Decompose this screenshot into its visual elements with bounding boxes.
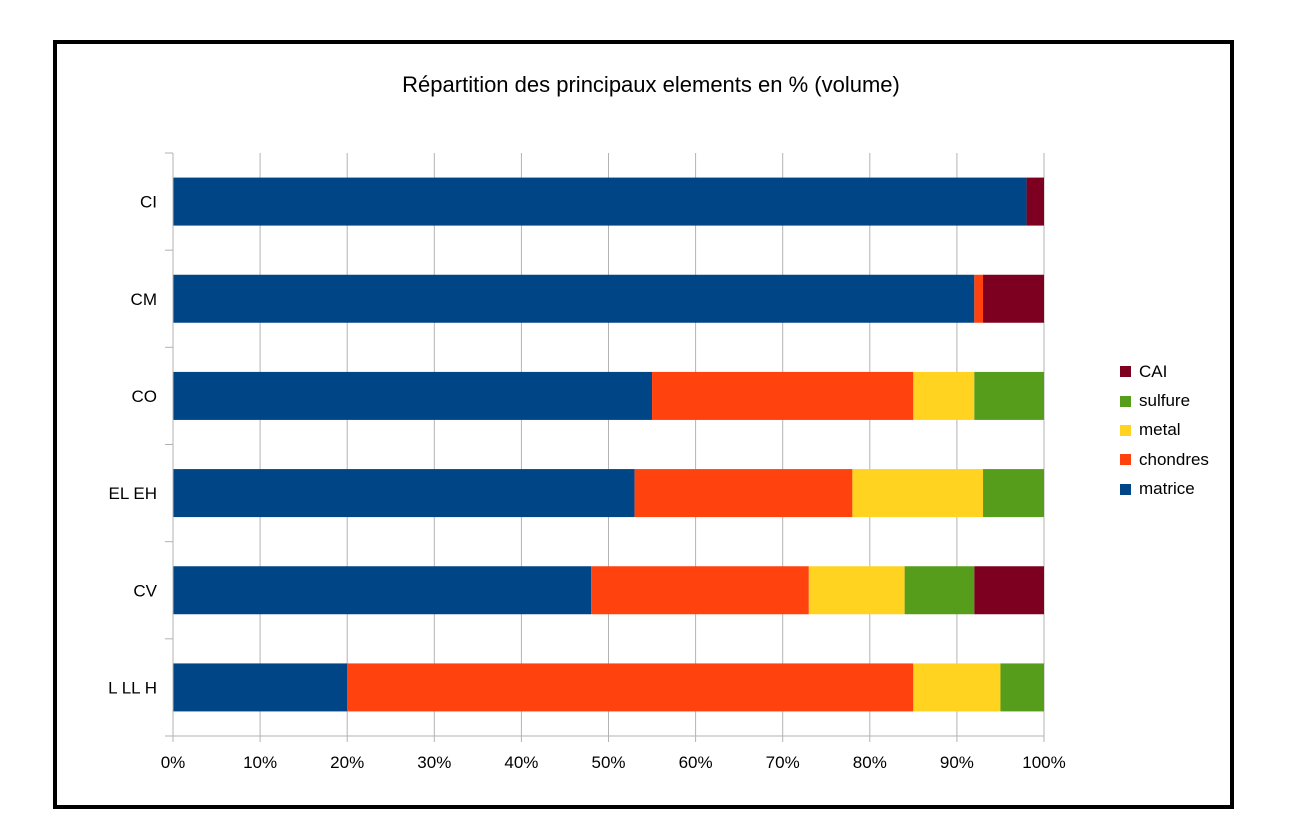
bar-segment-matrice	[173, 566, 592, 615]
x-tick-label: 0%	[161, 753, 186, 772]
axes	[165, 152, 1045, 742]
bar-segment-metal	[852, 469, 984, 518]
x-tick-label: 60%	[679, 753, 713, 772]
gridlines	[172, 153, 1045, 736]
legend-item: matrice	[1120, 475, 1209, 504]
bar-segment-sulfure	[974, 371, 1044, 420]
bar-segment-cai	[974, 566, 1044, 615]
legend-item: CAI	[1120, 357, 1209, 386]
legend-swatch	[1120, 424, 1131, 436]
bar-segment-chondres	[974, 274, 984, 323]
y-category-label: CM	[131, 290, 157, 309]
legend-label: metal	[1139, 420, 1181, 440]
bar-segment-metal	[913, 663, 1001, 712]
x-axis-labels: 0% 10% 20% 30% 40% 50% 60% 70% 80% 90% 100%	[161, 753, 1066, 772]
legend-label: chondres	[1139, 449, 1209, 469]
y-category-label: L LL H	[108, 678, 157, 697]
bar-segment-matrice	[173, 177, 1027, 226]
bar-segment-chondres	[347, 663, 914, 712]
bar-segment-sulfure	[904, 566, 975, 615]
y-category-label: CV	[133, 581, 157, 600]
bar-segment-matrice	[173, 469, 635, 518]
legend-item: chondres	[1120, 445, 1209, 474]
bar-segment-matrice	[173, 663, 348, 712]
x-tick-label: 10%	[243, 753, 277, 772]
x-tick-label: 50%	[591, 753, 625, 772]
y-category-label: CO	[132, 387, 158, 406]
x-tick-label: 100%	[1022, 753, 1065, 772]
x-tick-label: 40%	[504, 753, 538, 772]
bars	[173, 177, 1044, 712]
legend-swatch	[1120, 454, 1131, 466]
bar-segment-sulfure	[1000, 663, 1044, 712]
legend-label: CAI	[1139, 361, 1168, 381]
y-category-label: EL EH	[108, 484, 157, 503]
legend: CAI sulfure metal chondres matrice	[1120, 357, 1209, 504]
x-tick-label: 20%	[330, 753, 364, 772]
bar-segment-metal	[808, 566, 905, 615]
x-tick-label: 80%	[853, 753, 887, 772]
bar-segment-cai	[1026, 177, 1044, 226]
legend-swatch	[1120, 395, 1131, 407]
bar-segment-matrice	[173, 371, 653, 420]
x-tick-label: 90%	[940, 753, 974, 772]
legend-item: metal	[1120, 416, 1209, 445]
bar-segment-matrice	[173, 274, 975, 323]
bar-segment-cai	[983, 274, 1044, 323]
y-axis-labels: CI CM CO EL EH CV L LL H	[108, 193, 157, 698]
legend-swatch	[1120, 483, 1131, 495]
legend-label: sulfure	[1139, 391, 1191, 411]
y-category-label: CI	[140, 193, 157, 212]
bar-segment-metal	[913, 371, 975, 420]
legend-swatch	[1120, 366, 1131, 378]
chart-title: Répartition des principaux elements en %…	[402, 72, 900, 97]
bar-segment-chondres	[652, 371, 914, 420]
bar-segment-chondres	[634, 469, 853, 518]
bar-segment-chondres	[591, 566, 809, 615]
x-tick-label: 70%	[766, 753, 800, 772]
legend-item: sulfure	[1120, 386, 1209, 415]
legend-label: matrice	[1139, 479, 1195, 499]
x-tick-label: 30%	[417, 753, 451, 772]
bar-segment-sulfure	[983, 469, 1044, 518]
